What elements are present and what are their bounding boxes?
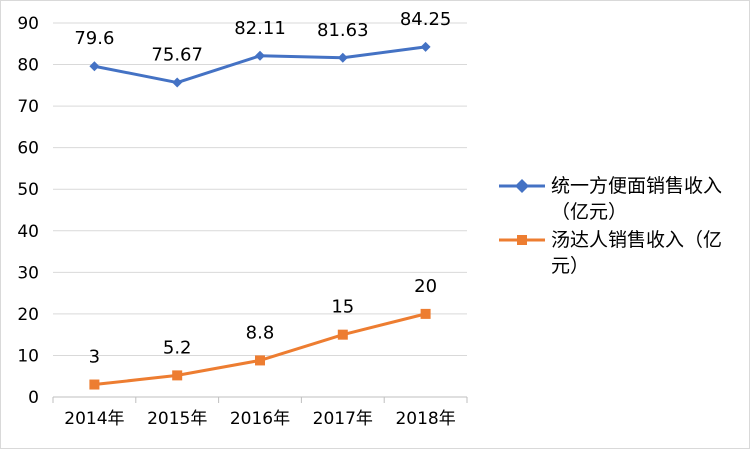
series [89, 41, 431, 390]
y-tick-label-40: 40 [17, 222, 39, 242]
series-1-data-label-3: 81.63 [317, 20, 369, 41]
series-2-data-label-2: 8.8 [246, 322, 275, 343]
series-1-point-4 [420, 41, 431, 52]
series-2-data-label-3: 15 [331, 297, 354, 318]
y-tick-label-10: 10 [17, 346, 39, 366]
legend-label-series-1: 统一方便面销售收入（亿元） [551, 175, 723, 223]
legend-swatch-series-2 [499, 235, 545, 245]
series-2-data-label-0: 3 [89, 347, 100, 368]
x-tick-label-3: 2017年 [313, 409, 373, 429]
series-1-data-label-1: 75.67 [151, 45, 203, 66]
legend: 统一方便面销售收入（亿元） 汤达人销售收入（亿元） [497, 173, 747, 281]
series-2-data-label-4: 20 [414, 276, 437, 297]
legend-item-series-2: 汤达人销售收入（亿元） [497, 227, 747, 279]
legend-item-series-1: 统一方便面销售收入（亿元） [497, 173, 747, 225]
x-tick-label-1: 2015年 [147, 409, 207, 429]
series-2-point-1 [172, 370, 183, 381]
x-tick-label-0: 2014年 [64, 409, 124, 429]
y-tick-label-70: 70 [17, 97, 39, 117]
series-2-point-3 [337, 329, 348, 340]
y-tick-label-0: 0 [28, 388, 39, 408]
y-tick-label-50: 50 [17, 180, 39, 200]
x-tick-label-4: 2018年 [395, 409, 455, 429]
y-tick-label-60: 60 [17, 139, 39, 159]
x-tick-label-2: 2016年 [230, 409, 290, 429]
series-1-data-label-2: 82.11 [234, 18, 286, 39]
series-2-point-0 [89, 379, 100, 390]
gridlines [53, 22, 467, 356]
legend-swatch-series-1 [499, 179, 545, 193]
series-1-point-1 [172, 77, 183, 88]
series-1-point-2 [255, 50, 265, 61]
series-1-point-3 [337, 52, 348, 63]
data-labels: 79.6 75.67 82.11 81.63 84.25 3 5.2 8.8 15 20 [74, 9, 451, 368]
y-tick-label-90: 90 [17, 14, 39, 34]
legend-label-series-2: 汤达人销售收入（亿元） [551, 229, 723, 277]
series-1-data-label-0: 79.6 [74, 28, 114, 49]
series-2-point-4 [420, 308, 431, 319]
series-1-point-0 [89, 61, 100, 72]
y-tick-label-30: 30 [17, 263, 39, 283]
axes: 0 10 20 30 40 50 60 70 80 90 2014年 2015年 2016年 2017年 2… [17, 14, 468, 429]
y-tick-label-80: 80 [17, 56, 39, 76]
series-1-data-label-4: 84.25 [400, 9, 452, 30]
series-2-data-label-1: 5.2 [163, 337, 192, 358]
series-2-point-2 [255, 355, 265, 366]
y-tick-label-20: 20 [17, 305, 39, 325]
